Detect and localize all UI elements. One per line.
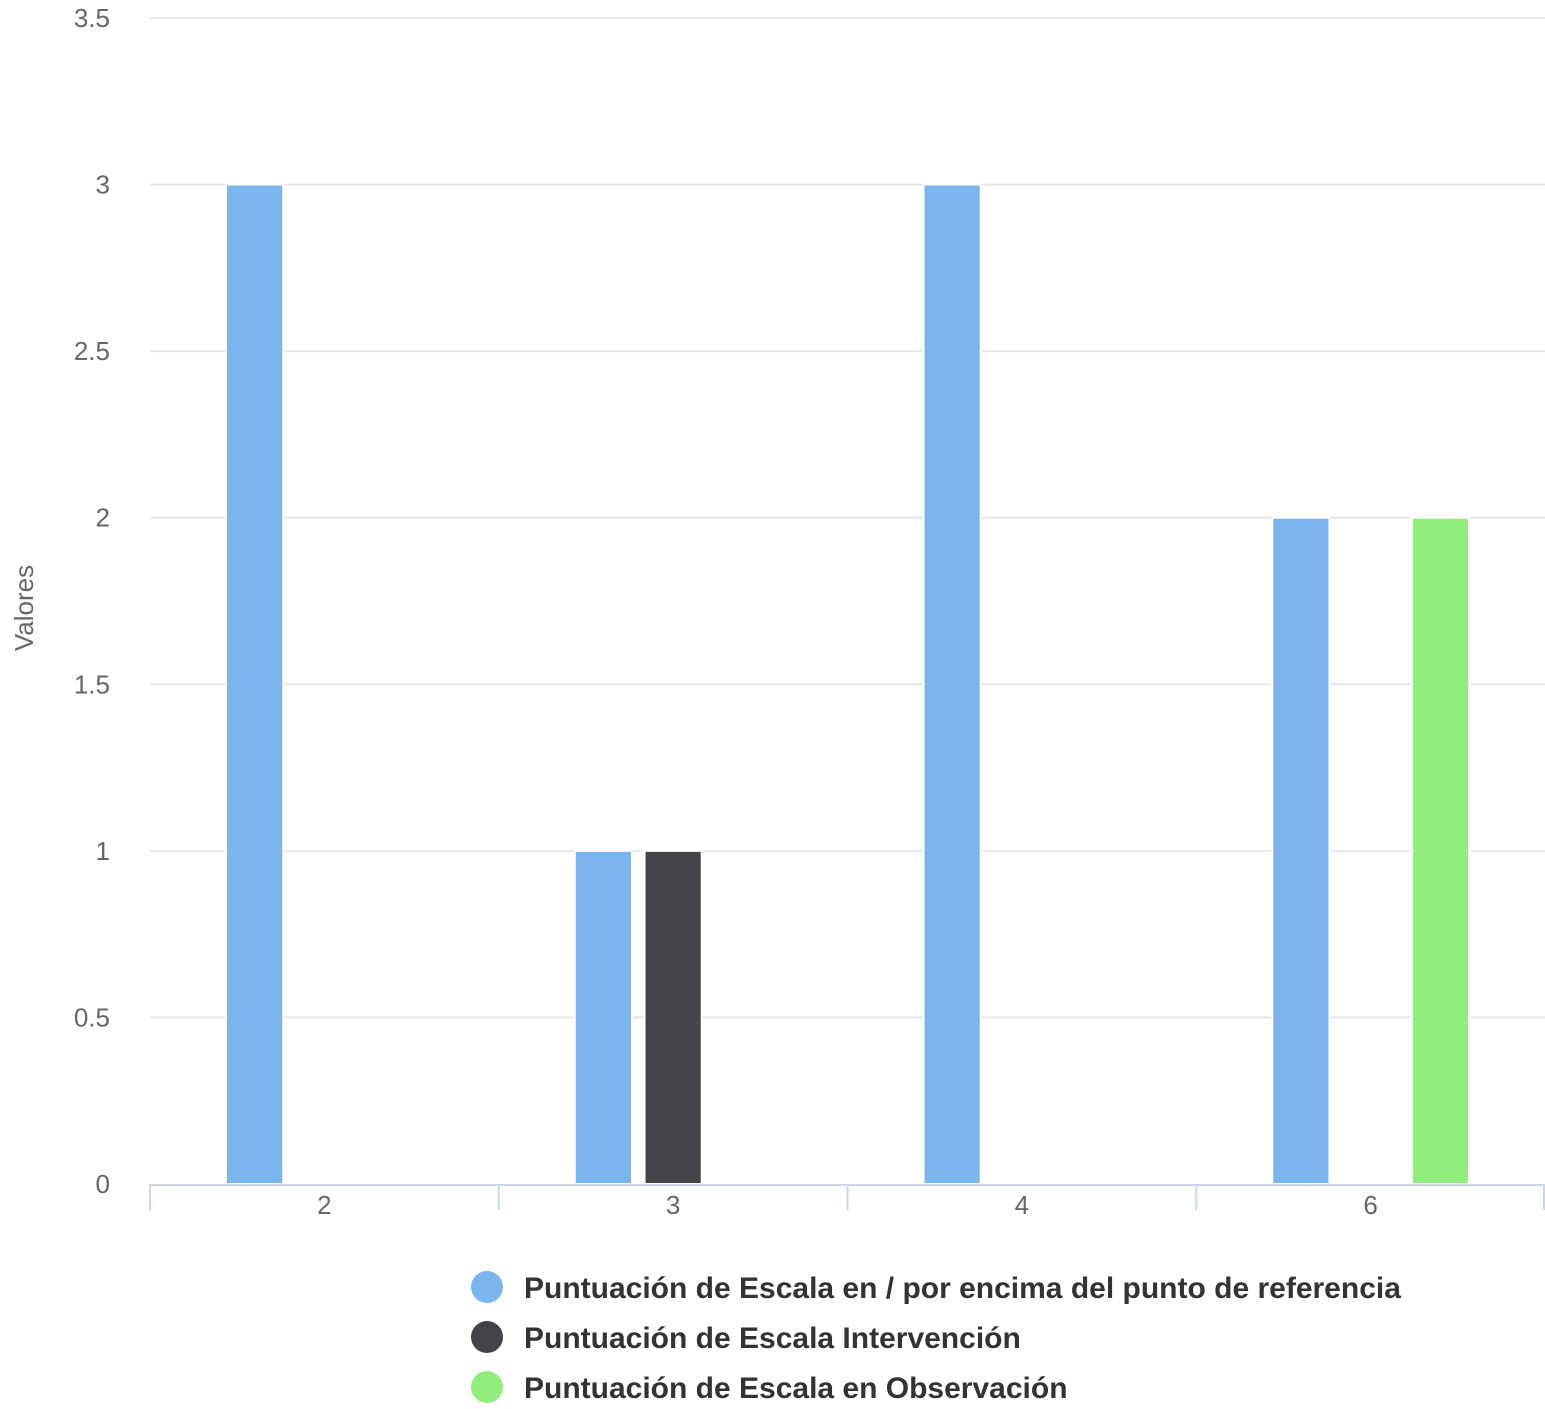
bar-series-1-cat-4[interactable] xyxy=(922,183,982,1186)
bar-series-1-cat-3[interactable] xyxy=(573,849,633,1185)
bar-series-1-cat-2[interactable] xyxy=(225,183,285,1186)
x-axis: 2 3 4 6 xyxy=(149,1184,1545,1220)
y-axis-ticks: 0 0.5 1 1.5 2 2.5 3 3.5 xyxy=(74,3,110,1199)
y-tick-label: 2 xyxy=(96,503,110,533)
legend-item[interactable]: Puntuación de Escala Intervención xyxy=(471,1321,1021,1355)
legend-marker xyxy=(471,1371,503,1403)
bar-series-2-cat-3[interactable] xyxy=(643,849,703,1185)
legend-marker xyxy=(471,1321,503,1353)
y-tick-label: 0 xyxy=(96,1169,110,1199)
y-tick-label: 1.5 xyxy=(74,669,110,699)
legend-item[interactable]: Puntuación de Escala en / por encima del… xyxy=(471,1271,1401,1305)
bar-series-3-cat-6[interactable] xyxy=(1410,516,1470,1185)
legend-label: Puntuación de Escala Intervención xyxy=(524,1322,1021,1355)
gridlines xyxy=(150,17,1545,1019)
x-tick-label: 4 xyxy=(1015,1190,1029,1220)
legend: Puntuación de Escala en / por encima del… xyxy=(471,1271,1401,1405)
legend-label: Puntuación de Escala en Observación xyxy=(524,1372,1068,1404)
bar-series-1-cat-6[interactable] xyxy=(1271,516,1331,1185)
legend-item[interactable]: Puntuación de Escala en Observación xyxy=(471,1371,1068,1405)
y-tick-label: 1 xyxy=(96,836,110,866)
legend-label: Puntuación de Escala en / por encima del… xyxy=(524,1272,1401,1305)
y-tick-label: 3 xyxy=(96,170,110,200)
y-tick-label: 3.5 xyxy=(74,3,110,33)
y-tick-label: 2.5 xyxy=(74,336,110,366)
x-tick-label: 2 xyxy=(317,1190,331,1220)
x-tick-label: 3 xyxy=(666,1190,680,1220)
y-tick-label: 0.5 xyxy=(74,1002,110,1032)
bars xyxy=(225,183,1470,1186)
legend-marker xyxy=(471,1271,503,1303)
x-tick-label: 6 xyxy=(1363,1190,1377,1220)
y-axis-title: Valores xyxy=(9,565,39,651)
